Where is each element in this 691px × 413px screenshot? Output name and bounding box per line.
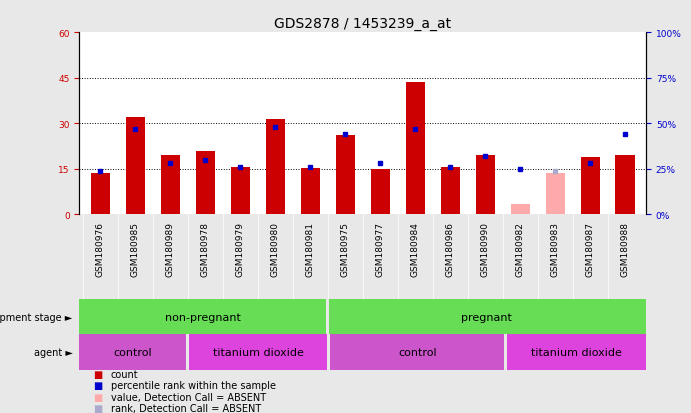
Text: control: control bbox=[398, 347, 437, 357]
Text: GSM180980: GSM180980 bbox=[271, 221, 280, 276]
Text: rank, Detection Call = ABSENT: rank, Detection Call = ABSENT bbox=[111, 404, 261, 413]
Bar bbox=[79, 299, 326, 335]
Bar bbox=[616, 156, 635, 215]
Text: agent ►: agent ► bbox=[34, 347, 73, 357]
Text: percentile rank within the sample: percentile rank within the sample bbox=[111, 380, 276, 390]
Text: development stage ►: development stage ► bbox=[0, 312, 73, 322]
Text: GSM180985: GSM180985 bbox=[131, 221, 140, 276]
Bar bbox=[330, 335, 504, 370]
Text: GSM180977: GSM180977 bbox=[376, 221, 385, 276]
Bar bbox=[266, 119, 285, 215]
Text: ■: ■ bbox=[93, 404, 102, 413]
Bar bbox=[370, 169, 390, 215]
Text: GSM180976: GSM180976 bbox=[96, 221, 105, 276]
Text: GSM180988: GSM180988 bbox=[621, 221, 630, 276]
Bar bbox=[545, 174, 565, 215]
Text: titanium dioxide: titanium dioxide bbox=[531, 347, 622, 357]
Text: GSM180979: GSM180979 bbox=[236, 221, 245, 276]
Bar bbox=[79, 335, 186, 370]
Text: GSM180984: GSM180984 bbox=[410, 221, 419, 276]
Bar bbox=[329, 299, 646, 335]
Text: GSM180978: GSM180978 bbox=[201, 221, 210, 276]
Bar bbox=[336, 136, 355, 215]
Text: GSM180983: GSM180983 bbox=[551, 221, 560, 276]
Bar bbox=[475, 156, 495, 215]
Text: titanium dioxide: titanium dioxide bbox=[213, 347, 303, 357]
Text: GSM180989: GSM180989 bbox=[166, 221, 175, 276]
Bar bbox=[231, 168, 250, 215]
Text: GSM180975: GSM180975 bbox=[341, 221, 350, 276]
Text: GSM180990: GSM180990 bbox=[481, 221, 490, 276]
Bar bbox=[580, 157, 600, 215]
Text: GDS2878 / 1453239_a_at: GDS2878 / 1453239_a_at bbox=[274, 17, 451, 31]
Text: count: count bbox=[111, 369, 138, 379]
Bar bbox=[91, 174, 110, 215]
Bar bbox=[161, 156, 180, 215]
Bar bbox=[126, 118, 145, 215]
Bar bbox=[406, 83, 425, 215]
Text: GSM180981: GSM180981 bbox=[306, 221, 315, 276]
Bar bbox=[441, 168, 460, 215]
Text: control: control bbox=[113, 347, 152, 357]
Text: pregnant: pregnant bbox=[462, 312, 512, 322]
Bar bbox=[301, 169, 320, 215]
Text: ■: ■ bbox=[93, 369, 102, 379]
Bar bbox=[189, 335, 328, 370]
Text: non-pregnant: non-pregnant bbox=[165, 312, 241, 322]
Bar bbox=[196, 151, 215, 215]
Text: ■: ■ bbox=[93, 392, 102, 402]
Text: value, Detection Call = ABSENT: value, Detection Call = ABSENT bbox=[111, 392, 265, 402]
Text: GSM180982: GSM180982 bbox=[515, 221, 524, 276]
Text: GSM180987: GSM180987 bbox=[586, 221, 595, 276]
Text: ■: ■ bbox=[93, 380, 102, 390]
Bar bbox=[507, 335, 646, 370]
Bar bbox=[511, 204, 530, 215]
Text: GSM180986: GSM180986 bbox=[446, 221, 455, 276]
